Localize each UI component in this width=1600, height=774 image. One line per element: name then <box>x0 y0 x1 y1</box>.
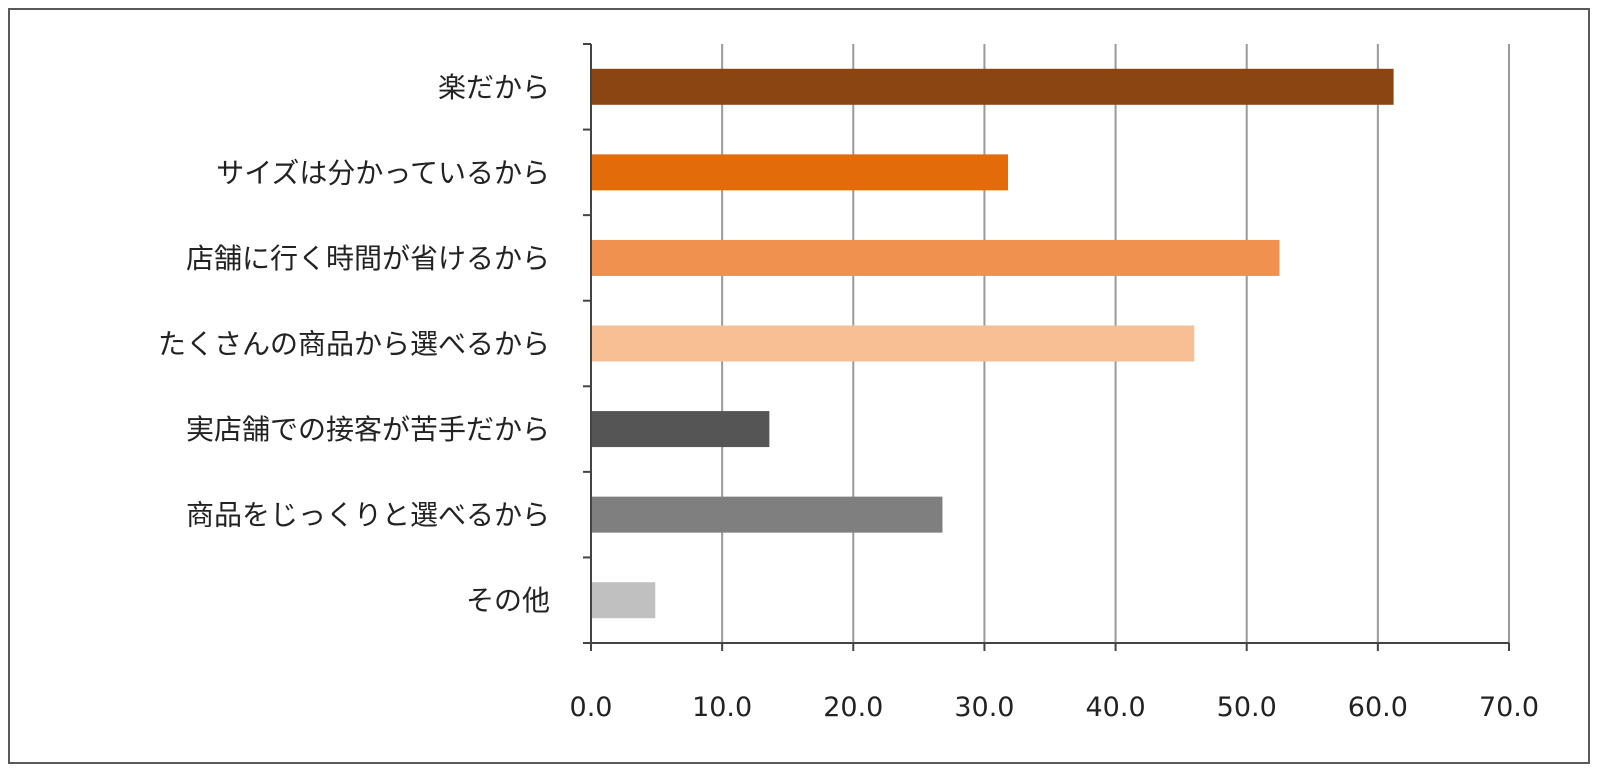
bar <box>591 239 1280 276</box>
x-tick-label: 50.0 <box>1217 692 1277 723</box>
x-tick-label: 30.0 <box>954 692 1014 723</box>
category-label: たくさんの商品から選べるから <box>158 328 550 361</box>
bar <box>591 325 1195 362</box>
category-label: 店舗に行く時間が省けるから <box>186 242 550 275</box>
x-tick-labels: 0.0 10.0 20.0 30.0 40.0 50.0 60.0 70.0 <box>570 692 1540 723</box>
bar <box>591 582 656 619</box>
category-label: 実店舗での接客が苦手だから <box>186 413 550 446</box>
category-label: その他 <box>466 584 550 617</box>
category-label: 商品をじっくりと選べるから <box>186 499 550 532</box>
bar <box>591 154 1009 191</box>
category-label: 楽だから <box>438 71 550 104</box>
gridlines <box>721 44 1510 643</box>
category-label: サイズは分かっているから <box>216 156 550 189</box>
bars <box>591 68 1394 619</box>
x-tick-label: 70.0 <box>1479 692 1539 723</box>
category-labels: 楽だからサイズは分かっているから店舗に行く時間が省けるからたくさんの商品から選べ… <box>158 71 550 617</box>
bar <box>591 68 1394 105</box>
axes <box>583 43 1510 651</box>
bar <box>591 496 943 533</box>
x-tick-label: 10.0 <box>692 692 752 723</box>
bar <box>591 411 770 448</box>
x-tick-label: 40.0 <box>1086 692 1146 723</box>
x-tick-label: 0.0 <box>570 692 613 723</box>
x-tick-label: 60.0 <box>1348 692 1408 723</box>
x-tick-label: 20.0 <box>823 692 883 723</box>
chart-frame <box>8 8 1590 764</box>
